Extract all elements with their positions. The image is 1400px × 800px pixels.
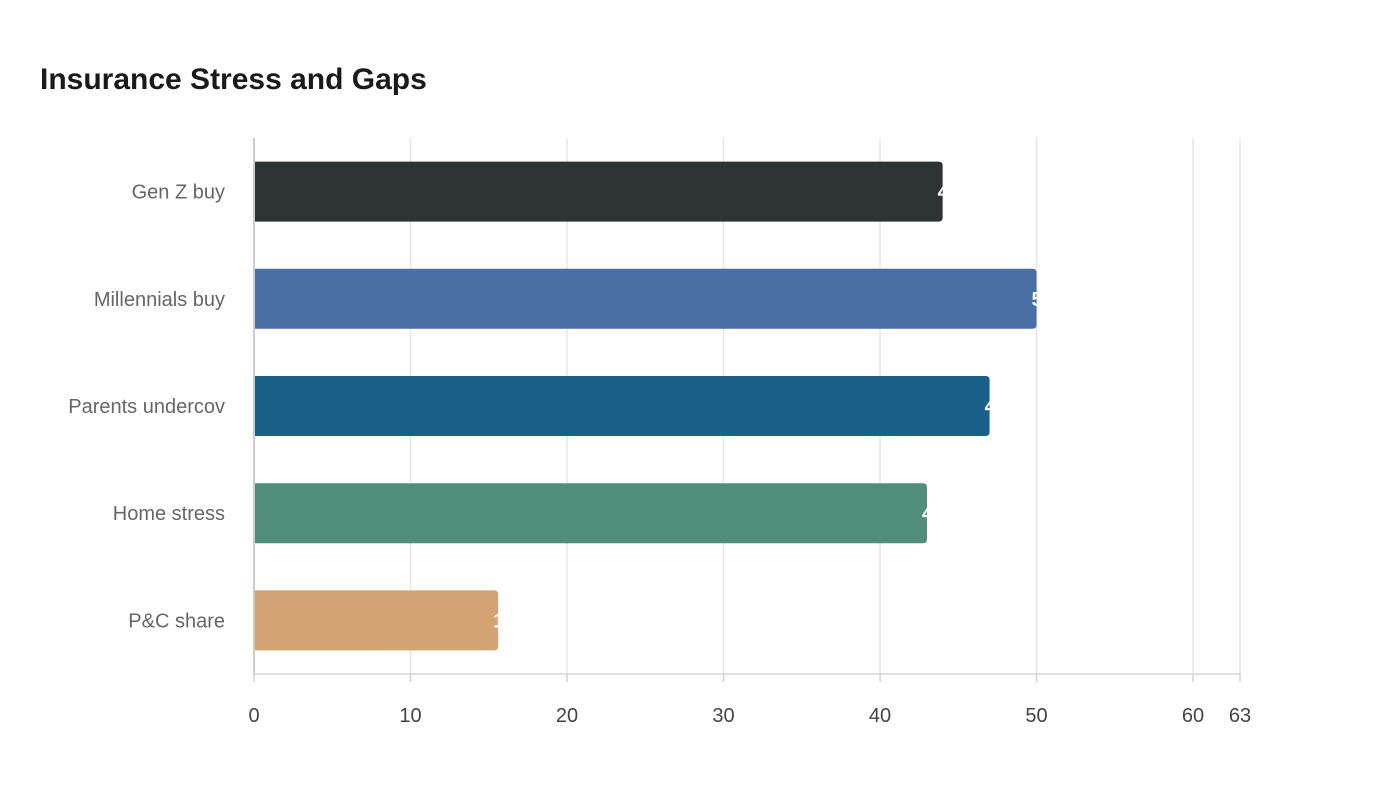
- value-label: 47: [985, 396, 1007, 418]
- category-label: P&C share: [128, 610, 225, 632]
- category-label: Parents undercov: [68, 396, 225, 418]
- bar: [254, 161, 943, 222]
- x-tick-label: 63: [1229, 705, 1251, 727]
- chart-title: Insurance Stress and Gaps: [40, 63, 427, 96]
- category-label: Millennials buy: [94, 289, 225, 311]
- x-tick-label: 40: [869, 705, 891, 727]
- x-tick-label: 10: [399, 705, 421, 727]
- x-tick-label: 0: [248, 705, 259, 727]
- bar: [254, 483, 927, 544]
- x-tick-label: 50: [1025, 705, 1047, 727]
- bars: [254, 161, 1037, 651]
- category-label: Gen Z buy: [132, 182, 225, 204]
- value-label: 43: [922, 503, 944, 525]
- axes: [253, 138, 1241, 682]
- value-label: 44: [938, 182, 961, 204]
- x-tick-label: 60: [1182, 705, 1204, 727]
- bar: [254, 268, 1037, 329]
- labels: 0 10 20 30 40 50 60 63 Gen Z buy Millennials buy P…: [68, 182, 1251, 727]
- category-label: Home stress: [113, 503, 225, 525]
- x-tick-label: 20: [556, 705, 578, 727]
- value-label: 15.6: [493, 610, 532, 632]
- bar: [254, 590, 499, 651]
- x-tick-label: 30: [712, 705, 734, 727]
- bar: [254, 376, 990, 436]
- value-label: 50: [1032, 289, 1054, 311]
